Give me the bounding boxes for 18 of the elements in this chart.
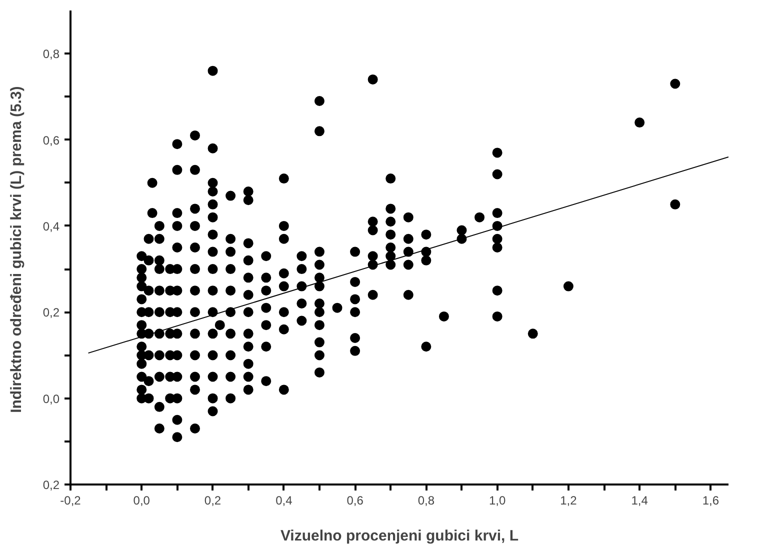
x-tick-label: 0,6 <box>346 494 364 508</box>
y-axis-title: Indirektno određeni gubici krvi (L) prema (5.3) <box>8 86 25 413</box>
x-tick-label: 1,4 <box>631 494 648 508</box>
y-tick-label: 0,2 <box>42 306 60 320</box>
x-tick-label: 0,2 <box>204 494 222 508</box>
y-tick-label: 0,8 <box>42 47 60 62</box>
y-tick-label: 0,0 <box>42 392 60 406</box>
y-tick-label: 0,4 <box>42 219 60 234</box>
x-tick-label: 1,0 <box>488 494 506 508</box>
x-axis-title: Vizuelno procenjeni gubici krvi, L <box>280 528 519 544</box>
x-tick-label: 1,2 <box>560 494 578 508</box>
x-tick-label: 0,4 <box>276 494 293 508</box>
y-tick-label: 0,2 <box>42 478 60 492</box>
x-tick-label: 0,0 <box>133 494 150 508</box>
x-tick-label: 0,8 <box>418 494 435 508</box>
x-tick-label: -0,2 <box>60 494 82 508</box>
y-tick-label: 0,6 <box>42 133 60 148</box>
x-tick-label: 1,6 <box>702 494 720 508</box>
